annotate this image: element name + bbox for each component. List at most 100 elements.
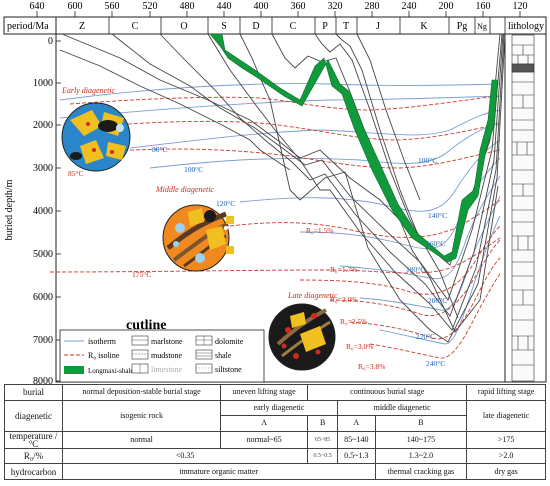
period-pg: Pg: [457, 21, 468, 32]
legend-siltstone: siltstone: [215, 365, 242, 374]
depth-tick: 3000: [33, 163, 53, 174]
depth-tick: 1000: [33, 78, 53, 89]
table-row-hydrocarbon: hydrocarbon immature organic matter ther…: [4, 463, 546, 480]
isotherm-label: 180°C: [406, 265, 425, 274]
stage-summary-table: burial normal deposition-stable burial s…: [4, 384, 546, 480]
age-tick: 240: [402, 1, 417, 12]
legend-isotherm: isotherm: [88, 337, 117, 346]
longmaxi-shale-band: [209, 33, 499, 263]
period-t: T: [343, 21, 349, 32]
isotherm-label: 100°C: [418, 156, 437, 165]
period-c2: C: [290, 21, 297, 32]
diag-early: early diagenetic: [220, 399, 338, 417]
age-tick: 480: [180, 1, 195, 12]
depth-tick: 8000: [33, 376, 53, 387]
isotherm-label: 200°C: [428, 296, 447, 305]
age-tick: 400: [254, 1, 269, 12]
depth-tick: 7000: [33, 335, 53, 346]
period-p: P: [322, 21, 328, 32]
age-tick: 280: [365, 1, 380, 12]
burial-normal: normal deposition-stable burial stage: [61, 384, 222, 401]
isotherm-labels: 85°C 80°C 100°C 120°C 100°C 140°C 160°C …: [68, 145, 447, 368]
isotherm-label: 100°C: [184, 165, 203, 174]
diag-early-a: A: [220, 415, 309, 432]
diag-early-b: B: [307, 415, 338, 432]
lithology-label: lithology: [508, 21, 544, 32]
early-thin-section-image: [61, 102, 131, 172]
isotherm-label: 240°C: [426, 359, 445, 368]
period-names: Z C O S D C P T J K Pg Ng: [79, 21, 487, 32]
row-header-ro: R₀/%: [4, 447, 63, 465]
age-tick: 600: [68, 1, 83, 12]
temp-early: normal~65: [220, 430, 309, 449]
ro-isolines: [49, 95, 501, 359]
diag-middle-a: A: [337, 415, 376, 432]
ro-label: R₀=3.8%: [358, 362, 385, 371]
isotherm-label-175: 175°C: [132, 270, 151, 279]
ro-label: R₀=2.0%: [330, 295, 357, 304]
ro-c1: <0.35: [61, 447, 309, 465]
table-row-burial: burial normal deposition-stable burial s…: [4, 384, 546, 401]
legend-dolomite: dolomite: [215, 337, 244, 346]
hc-late: dry gas: [466, 463, 546, 480]
age-scale: 640 600 560 520 480 440 400 360 320 280 …: [30, 1, 528, 12]
late-thin-section-image: [268, 303, 336, 371]
legend-mudstone: mudstone: [151, 351, 183, 360]
legend-title: cutline: [126, 318, 166, 333]
isotherm-label: 220°C: [416, 332, 435, 341]
legend-longmaxi-shale: Longmaxi-shale: [88, 367, 134, 375]
ro-label: R₀=2.5%: [340, 317, 367, 326]
ro-label: R₀=1.7%: [330, 265, 357, 274]
burial-uneven: uneven lifting stage: [220, 384, 309, 401]
row-header-burial: burial: [4, 384, 63, 401]
age-tick: 200: [439, 1, 454, 12]
isotherm-label-85: 85°C: [68, 169, 84, 178]
stage-label-early: Early diagenetic: [61, 86, 116, 95]
diag-middle: middle diagenetic: [336, 399, 468, 417]
ro-label: R₀=3.0%: [346, 342, 373, 351]
ro-labels: R₀=1.5% R₀=1.7% R₀=2.0% R₀=2.5% R₀=3.0% …: [306, 226, 385, 371]
depth-tick: 6000: [33, 292, 53, 303]
isotherm-label: 160°C: [426, 239, 445, 248]
burial-continuous: continuous burial stage: [307, 384, 468, 401]
age-tick: 520: [143, 1, 158, 12]
isotherm-label: 120°C: [216, 199, 235, 208]
depth-ticks: 0 1000 2000 3000 4000 5000 6000 7000 800…: [33, 36, 53, 387]
age-tick: 440: [217, 1, 232, 12]
hc-c1: immature organic matter: [62, 463, 376, 480]
diag-middle-b: B: [374, 415, 468, 432]
ro-middle-a: 0.5~1.3: [337, 447, 376, 465]
table-row-ro: R₀/% <0.35 0.5~0.5 0.5~1.3 1.3~2.0 >2.0: [4, 447, 546, 465]
period-d: D: [252, 21, 259, 32]
age-tick: 320: [328, 1, 343, 12]
age-tick: 360: [291, 1, 306, 12]
age-tick: 560: [105, 1, 120, 12]
legend-shale: shale: [215, 351, 232, 360]
ro-b: 0.5~0.5: [307, 447, 338, 465]
table-row-diagenetic: diagenetic isogenic rock early diageneti…: [4, 399, 546, 432]
period-label: period/Ma: [7, 21, 49, 32]
isotherm-label: 80°C: [152, 145, 168, 154]
diag-late: late diagenetic: [466, 399, 546, 432]
temp-b: 65~85: [307, 430, 338, 449]
y-axis-label: buried depth/m: [4, 179, 15, 240]
period-z: Z: [79, 21, 85, 32]
period-k: K: [420, 21, 428, 32]
temp-normal: normal: [61, 430, 222, 449]
diag-isogenic: isogenic rock: [61, 399, 222, 432]
period-s: S: [221, 21, 227, 32]
ro-label: R₀=1.5%: [306, 226, 333, 235]
lithology-column: [511, 34, 535, 382]
row-header-hydrocarbon: hydrocarbon: [4, 463, 63, 480]
stage-label-middle: Middle diagenetic: [155, 185, 214, 194]
burial-rapid: rapid lifting stage: [466, 384, 546, 401]
age-tick: 120: [513, 1, 528, 12]
isotherm-label: 140°C: [428, 211, 447, 220]
depth-tick: 5000: [33, 249, 53, 260]
legend-ro-isoline: R₀ isoline: [88, 351, 120, 360]
legend-marlstone: marlstone: [151, 337, 183, 346]
age-tick: 640: [30, 1, 45, 12]
stage-label-late: Late diagenetic: [287, 291, 338, 300]
period-ng: Ng: [477, 22, 487, 31]
legend-limestone: limestone: [151, 365, 183, 374]
